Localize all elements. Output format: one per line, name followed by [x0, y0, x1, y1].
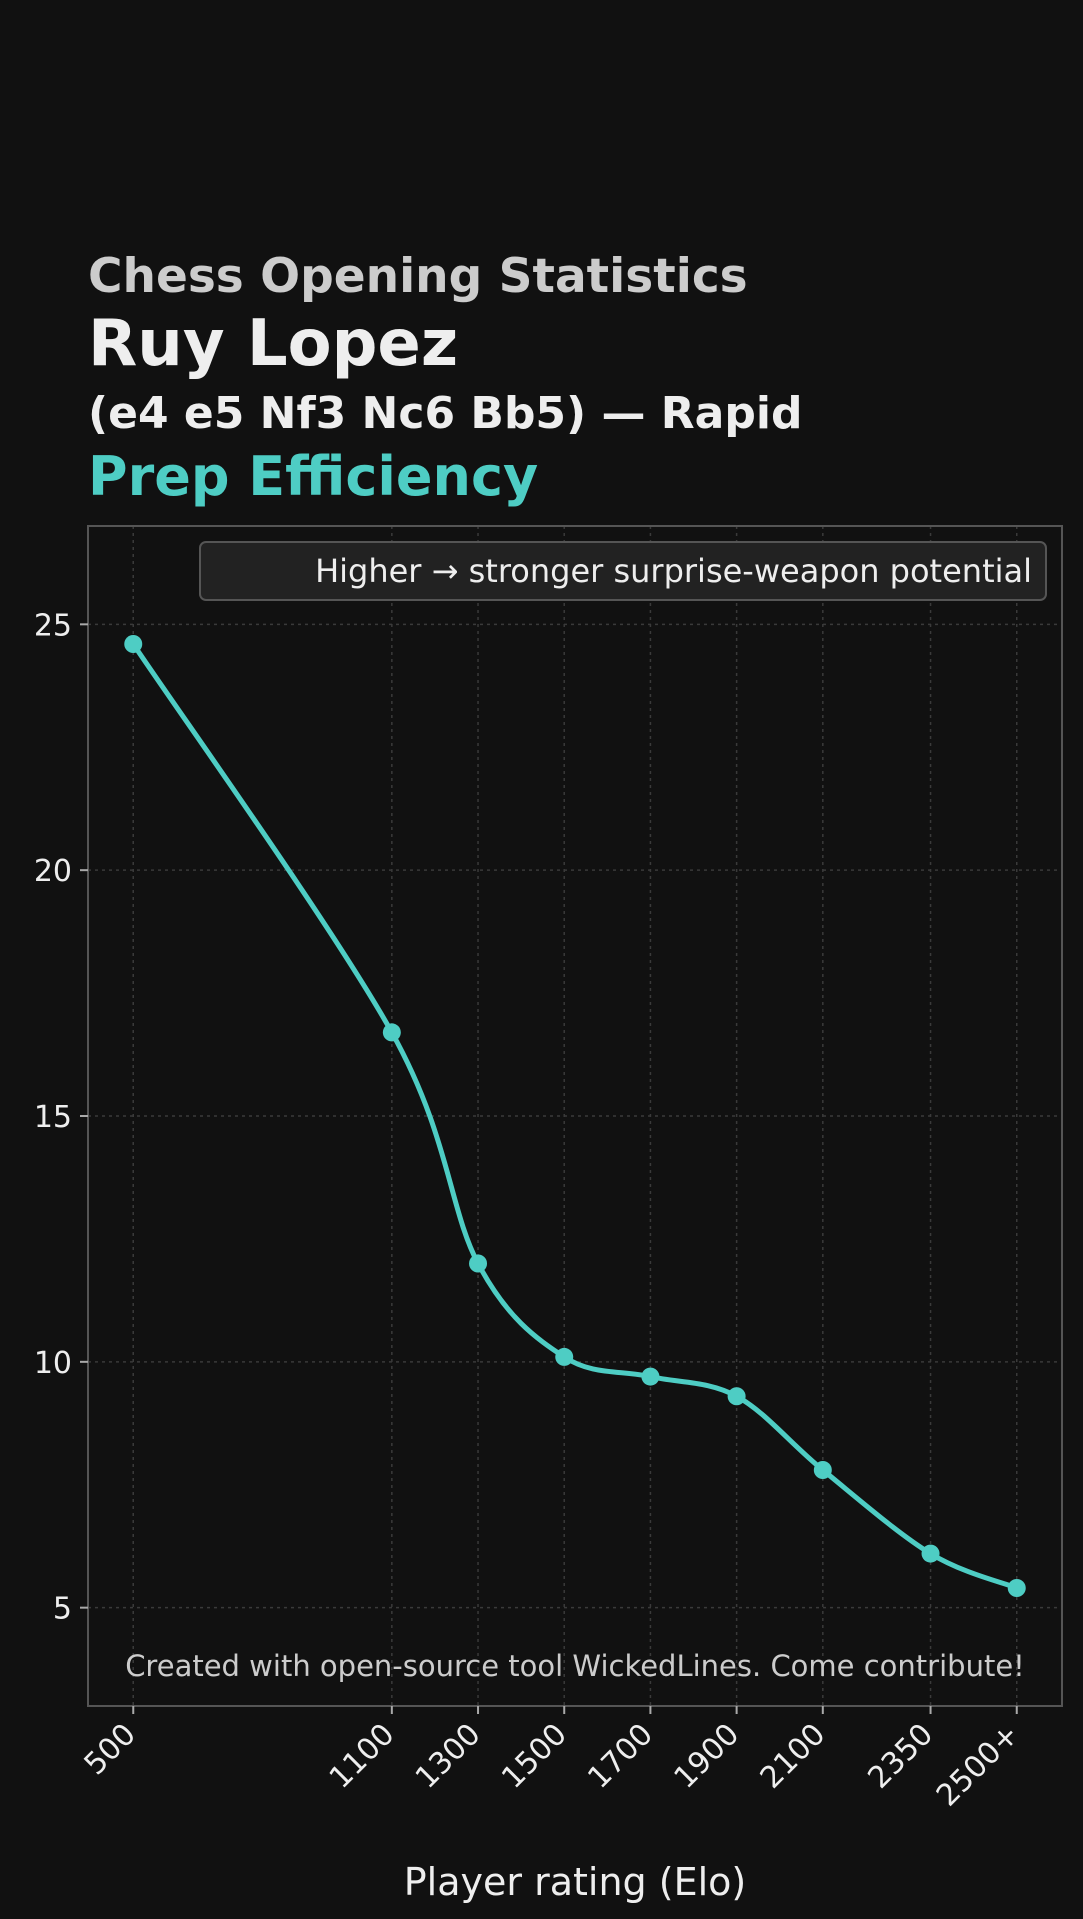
x-tick-label: 1300 — [409, 1717, 488, 1796]
x-tick-label: 2500+ — [930, 1717, 1027, 1814]
x-tick-label: 1700 — [581, 1717, 660, 1796]
y-tick-label: 25 — [34, 608, 72, 643]
data-point — [1007, 1579, 1026, 1597]
x-tick-label: 500 — [78, 1717, 143, 1782]
data-point — [124, 635, 143, 653]
y-tick-label: 5 — [53, 1592, 72, 1627]
data-point — [382, 1023, 401, 1042]
x-axis-label: Player rating (Elo) — [404, 1860, 746, 1904]
data-point — [555, 1347, 574, 1366]
x-tick-label: 1900 — [668, 1717, 747, 1796]
y-axis: 5 10 15 20 25 — [34, 608, 88, 1627]
chart-subtitle: (e4 e5 Nf3 Nc6 Bb5) — Rapid — [88, 388, 803, 439]
data-point — [727, 1387, 746, 1406]
metric-title: Prep Efficiency — [88, 445, 539, 508]
legend-text: Higher → stronger surprise-weapon potent… — [315, 552, 1032, 590]
grid-lines — [88, 526, 1062, 1706]
chart-supertitle: Chess Opening Statistics — [88, 249, 748, 304]
series-points — [124, 635, 1026, 1597]
chart-title: Ruy Lopez — [88, 307, 459, 381]
data-point — [813, 1461, 832, 1479]
series-line — [130, 641, 1020, 1591]
legend-box — [199, 541, 1047, 601]
y-tick-label: 10 — [34, 1346, 72, 1381]
x-tick-label: 2100 — [754, 1717, 833, 1796]
y-tick-label: 15 — [34, 1100, 72, 1135]
data-point — [921, 1544, 940, 1563]
x-tick-label: 1500 — [495, 1717, 574, 1796]
data-point — [469, 1254, 488, 1273]
x-tick-label: 2350 — [861, 1717, 940, 1796]
credit-text: Created with open-source tool WickedLine… — [125, 1649, 1025, 1683]
x-tick-label: 1100 — [323, 1717, 402, 1796]
legend: Higher → stronger surprise-weapon potent… — [199, 541, 1047, 601]
y-tick-label: 20 — [34, 854, 72, 889]
data-point — [641, 1367, 660, 1386]
